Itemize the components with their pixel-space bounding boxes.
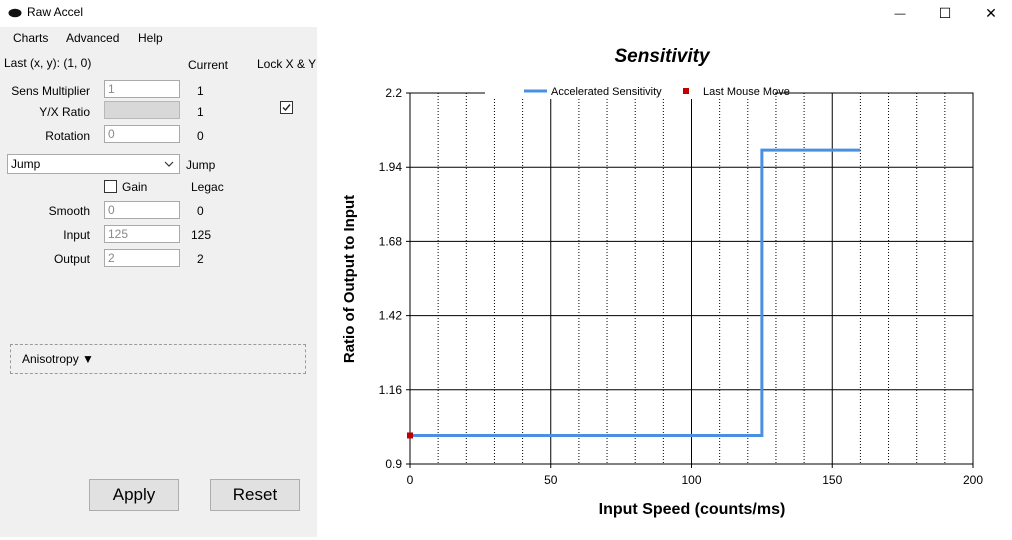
y-tick-label: 1.68 [379, 234, 403, 248]
mouse-icon [8, 8, 22, 18]
apply-button[interactable]: Apply [89, 479, 179, 511]
gain-label: Gain [122, 180, 148, 194]
chart-legend: Accelerated Sensitivity Last Mouse Move [485, 85, 790, 99]
gain-current: Legac [191, 180, 224, 194]
legend-label-last-mouse-move: Last Mouse Move [703, 86, 790, 98]
chevron-down-icon [164, 161, 174, 167]
x-tick-label: 100 [681, 473, 701, 487]
yx-ratio-label: Y/X Ratio [39, 105, 90, 119]
x-tick-label: 0 [407, 473, 414, 487]
x-tick-label: 200 [963, 473, 983, 487]
current-header: Current [188, 58, 229, 72]
input-current: 125 [191, 228, 212, 242]
legend-label-accelerated-sensitivity: Accelerated Sensitivity [551, 86, 662, 98]
menu-charts[interactable]: Charts [13, 31, 49, 45]
close-button[interactable]: ✕ [968, 0, 1012, 27]
smooth-label: Smooth [48, 204, 90, 218]
y-tick-label: 2.2 [385, 86, 402, 100]
series-line-accelerated-sensitivity [410, 148, 861, 437]
lock-xy-checkbox[interactable] [280, 101, 293, 114]
sens-multiplier-input[interactable]: 1 [104, 80, 180, 98]
reset-button[interactable]: Reset [210, 479, 300, 511]
maximize-icon: ☐ [938, 5, 952, 21]
legend-background [485, 85, 775, 99]
yx-ratio-current: 1 [197, 105, 204, 119]
maximize-button[interactable]: ☐ [922, 0, 968, 27]
y-axis-label: Ratio of Output to Input [341, 195, 358, 363]
accel-type-dropdown[interactable]: Jump [7, 154, 180, 174]
output-input[interactable]: 2 [104, 249, 180, 267]
x-tick-label: 50 [544, 473, 558, 487]
close-icon: ✕ [985, 5, 997, 21]
output-current: 2 [197, 252, 204, 266]
chart-grid [406, 92, 974, 468]
minimize-button[interactable]: — [877, 0, 923, 27]
anisotropy-label: Anisotropy ▼ [22, 352, 94, 366]
gain-checkbox[interactable] [104, 180, 117, 193]
rotation-current: 0 [197, 129, 204, 143]
sens-multiplier-current: 1 [197, 84, 204, 98]
settings-panel: Charts Advanced Help Last (x, y): (1, 0)… [0, 27, 317, 537]
rotation-label: Rotation [45, 129, 90, 143]
y-tick-label: 1.42 [379, 309, 403, 323]
x-tick-labels: 0 50 100 150 200 [407, 473, 984, 487]
input-label: Input [63, 228, 90, 242]
last-mouse-move-point [407, 432, 413, 439]
y-tick-label: 0.9 [385, 457, 402, 471]
menu-help[interactable]: Help [138, 31, 163, 45]
checkmark-icon [282, 104, 291, 112]
title-bar: Raw Accel — ☐ ✕ [0, 0, 1012, 27]
sens-multiplier-label: Sens Multiplier [11, 84, 90, 98]
x-tick-label: 150 [822, 473, 842, 487]
chart-title: Sensitivity [614, 46, 710, 67]
output-label: Output [53, 252, 90, 266]
smooth-input[interactable]: 0 [104, 201, 180, 219]
y-tick-labels: 2.2 1.94 1.68 1.42 1.16 0.9 [379, 86, 403, 471]
input-offset-input[interactable]: 125 [104, 225, 180, 243]
lock-xy-header: Lock X & Y [257, 57, 317, 71]
y-tick-label: 1.94 [379, 160, 403, 174]
y-tick-label: 1.16 [379, 383, 403, 397]
anisotropy-toggle[interactable]: Anisotropy ▼ [10, 344, 306, 374]
accel-type-current: Jump [186, 158, 216, 172]
chart-series [407, 148, 861, 439]
window-title: Raw Accel [27, 5, 84, 19]
chart-area: Sensitivity Input Speed (counts/ms) Rati… [317, 27, 1012, 537]
legend-swatch-last-mouse-move [683, 88, 689, 94]
last-xy-label: Last (x, y): (1, 0) [4, 56, 92, 70]
menu-bar: Charts Advanced Help [0, 27, 317, 51]
sensitivity-chart: Sensitivity Input Speed (counts/ms) Rati… [341, 46, 984, 518]
accel-type-value: Jump [11, 157, 41, 171]
minimize-icon: — [894, 7, 906, 20]
rotation-input[interactable]: 0 [104, 125, 180, 143]
menu-advanced[interactable]: Advanced [66, 31, 120, 45]
smooth-current: 0 [197, 204, 204, 218]
yx-ratio-input [104, 101, 180, 119]
x-axis-label: Input Speed (counts/ms) [599, 501, 786, 518]
